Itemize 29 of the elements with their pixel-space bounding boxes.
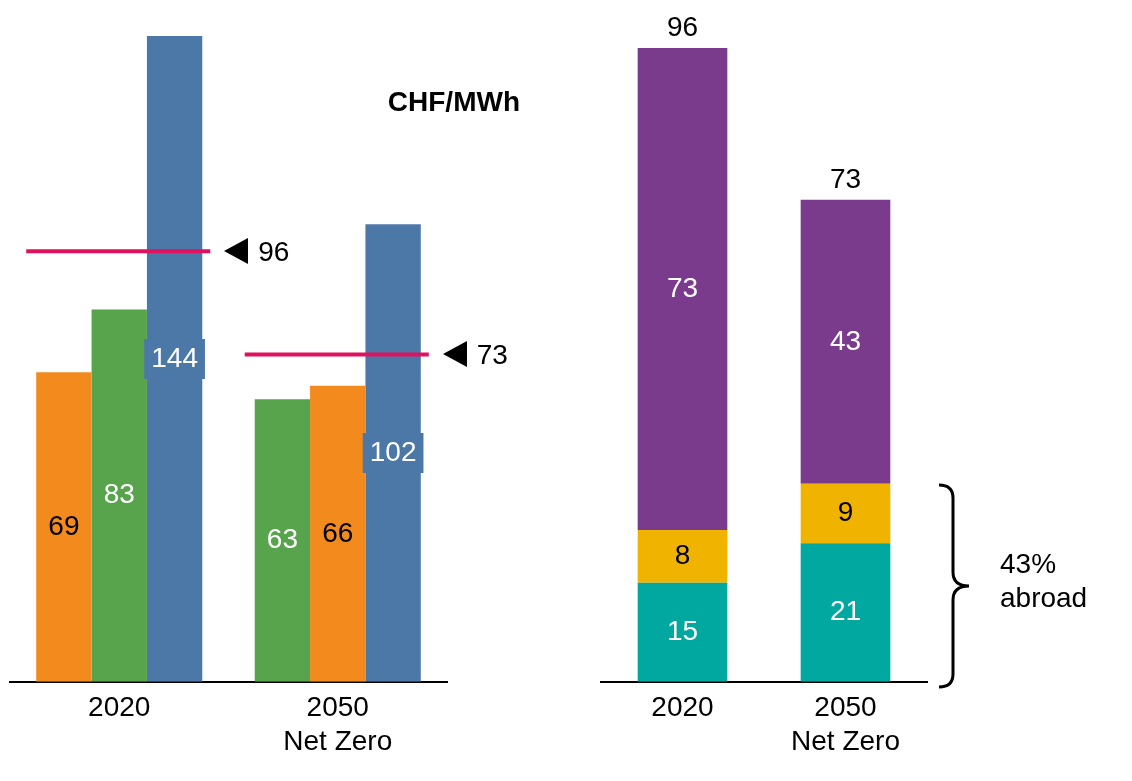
data-label: 9 [837, 496, 854, 528]
data-label: 144 [151, 341, 198, 373]
bar [637, 48, 728, 530]
bar [146, 36, 203, 682]
data-label: 83 [103, 478, 135, 510]
annotation: CHF/MWh [387, 85, 520, 117]
data-label: 8 [674, 539, 691, 571]
x-tick-label: 2050 Net Zero [791, 691, 900, 756]
ref-line-label: 73 [476, 339, 508, 371]
data-label: 43 [829, 324, 862, 356]
total-label: 96 [666, 10, 699, 42]
bar [800, 199, 891, 484]
data-label: 15 [666, 615, 699, 646]
bar [800, 483, 891, 544]
data-label: 66 [322, 516, 354, 548]
total-label: 73 [829, 162, 862, 194]
bar [800, 543, 891, 682]
data-label: 21 [829, 595, 862, 627]
x-tick-label: 2020 [651, 691, 714, 723]
bar [637, 529, 728, 583]
bar [637, 582, 728, 682]
data-label: 102 [369, 435, 417, 467]
ref-line-label: 96 [258, 235, 290, 267]
data-label: 73 [666, 271, 699, 303]
data-label: 63 [266, 523, 298, 555]
data-label: 69 [48, 509, 80, 541]
x-tick-label: 2020 [88, 691, 151, 723]
x-tick-label: 2050 Net Zero [283, 691, 393, 756]
text: 43% abroad [1000, 548, 1088, 614]
